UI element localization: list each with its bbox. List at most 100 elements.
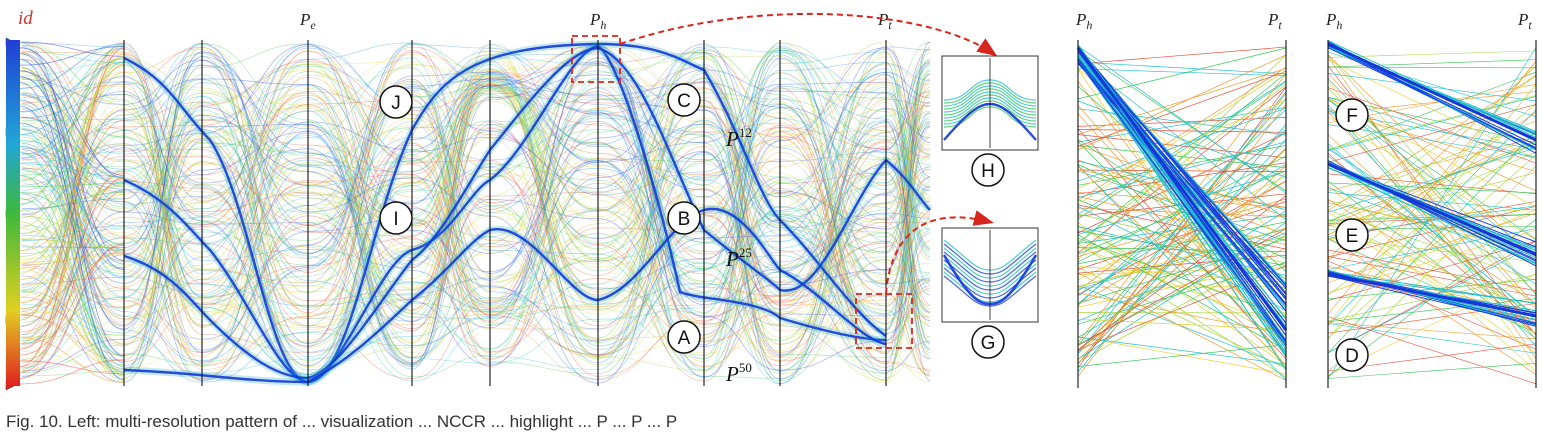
panel2-line — [1077, 68, 1287, 135]
background-line — [21, 105, 931, 356]
id-fan-line — [19, 151, 125, 373]
id-fan-line — [19, 173, 125, 304]
background-line — [21, 61, 931, 376]
background-line — [21, 72, 931, 370]
background-line — [21, 63, 931, 385]
panel3-line — [1327, 54, 1537, 263]
id-fan-line — [19, 174, 125, 377]
background-line — [21, 110, 931, 374]
panel2-line — [1077, 66, 1287, 201]
panel3-line — [1327, 59, 1537, 160]
id-fan-line — [19, 122, 125, 250]
panel2-line — [1077, 180, 1287, 306]
background-line — [21, 46, 931, 381]
marker-label: C — [677, 91, 691, 112]
panel2-bundle — [1077, 60, 1287, 356]
bundle-core — [123, 46, 931, 380]
panel2-line — [1077, 243, 1287, 378]
background-line — [21, 68, 931, 360]
background-line — [21, 62, 931, 381]
panel2-bundle — [1077, 60, 1287, 343]
panel3-line — [1327, 146, 1537, 317]
id-fan-line — [19, 76, 125, 270]
axis-label-ph-panel2: Ph — [1075, 10, 1092, 32]
panel2-line — [1077, 180, 1287, 295]
panel3-line — [1327, 124, 1537, 157]
background-line — [21, 41, 931, 302]
background-line — [21, 61, 931, 382]
marker-i: I — [379, 201, 413, 235]
panel2-bundle — [1077, 46, 1287, 298]
panel3-line — [1327, 55, 1537, 295]
background-line — [21, 47, 931, 364]
background-line — [21, 64, 931, 379]
id-fan-line — [19, 58, 125, 159]
background-line — [21, 92, 931, 362]
background-line — [21, 77, 931, 375]
panel3-line — [1327, 238, 1537, 334]
id-fan-line — [19, 44, 125, 205]
background-line — [21, 56, 931, 382]
panel2-line — [1077, 163, 1287, 297]
panel2-line — [1077, 128, 1287, 360]
id-fan-line — [19, 169, 125, 269]
panel3-line — [1327, 104, 1537, 340]
panel2-line — [1077, 61, 1287, 75]
panel3-line — [1327, 316, 1537, 385]
id-fan-line — [19, 360, 125, 375]
panel3-line — [1327, 298, 1537, 322]
id-fan-line — [19, 93, 125, 187]
percentile-label-25: P25 — [725, 245, 752, 271]
id-fan-line — [19, 46, 125, 66]
marker-e: E — [1335, 218, 1369, 252]
panel2-line — [1077, 234, 1287, 351]
id-fan-line — [19, 192, 125, 211]
background-line — [21, 227, 931, 377]
axis-label-ph-panel3: Ph — [1325, 10, 1342, 32]
background-line — [21, 53, 931, 359]
marker-c: C — [667, 83, 701, 117]
panel3-line — [1327, 109, 1537, 326]
panel3-line — [1327, 180, 1537, 339]
background-line — [21, 183, 931, 382]
panel3-line — [1327, 165, 1537, 373]
id-fan-line — [19, 254, 125, 263]
background-line — [21, 83, 931, 241]
panel2-line — [1077, 72, 1287, 244]
background-line — [21, 53, 931, 365]
marker-label: I — [393, 209, 398, 230]
background-line — [21, 51, 931, 344]
panel2-line — [1077, 238, 1287, 304]
panel3-line — [1327, 236, 1537, 375]
panel2-line — [1077, 54, 1287, 151]
panel2-bundle-core — [1076, 47, 1288, 331]
id-axis-label: id — [18, 8, 33, 29]
background-line — [21, 108, 931, 371]
panel3-bundle — [1327, 45, 1537, 146]
panel3-line — [1327, 322, 1537, 340]
panel3-line — [1327, 256, 1537, 297]
panel2-line — [1077, 80, 1287, 215]
background-line — [21, 109, 931, 380]
panel3-line — [1327, 116, 1537, 240]
background-line — [21, 49, 931, 382]
panel2-line — [1077, 196, 1287, 246]
panel3-line — [1327, 363, 1537, 379]
background-line — [21, 127, 931, 382]
background-line — [21, 80, 931, 292]
panel3-line — [1327, 139, 1537, 296]
background-line — [21, 74, 931, 364]
background-line — [21, 43, 931, 372]
marker-label: G — [981, 333, 996, 354]
axis-label-pt-main: Pt — [877, 10, 892, 32]
background-line — [21, 74, 931, 364]
figure-canvas: id Pe Ph Pt Ph Pt Ph Pt P12 P25 P50 — [5, 8, 1537, 391]
panel2-line — [1077, 84, 1287, 244]
id-fan-line — [19, 250, 125, 333]
zoom-arrow-bottom — [885, 210, 994, 295]
background-line — [21, 51, 931, 364]
background-line — [21, 52, 931, 320]
marker-label: F — [1346, 106, 1358, 127]
panel2-line — [1077, 45, 1287, 194]
axis-label-pt-panel2: Pt — [1267, 10, 1282, 32]
